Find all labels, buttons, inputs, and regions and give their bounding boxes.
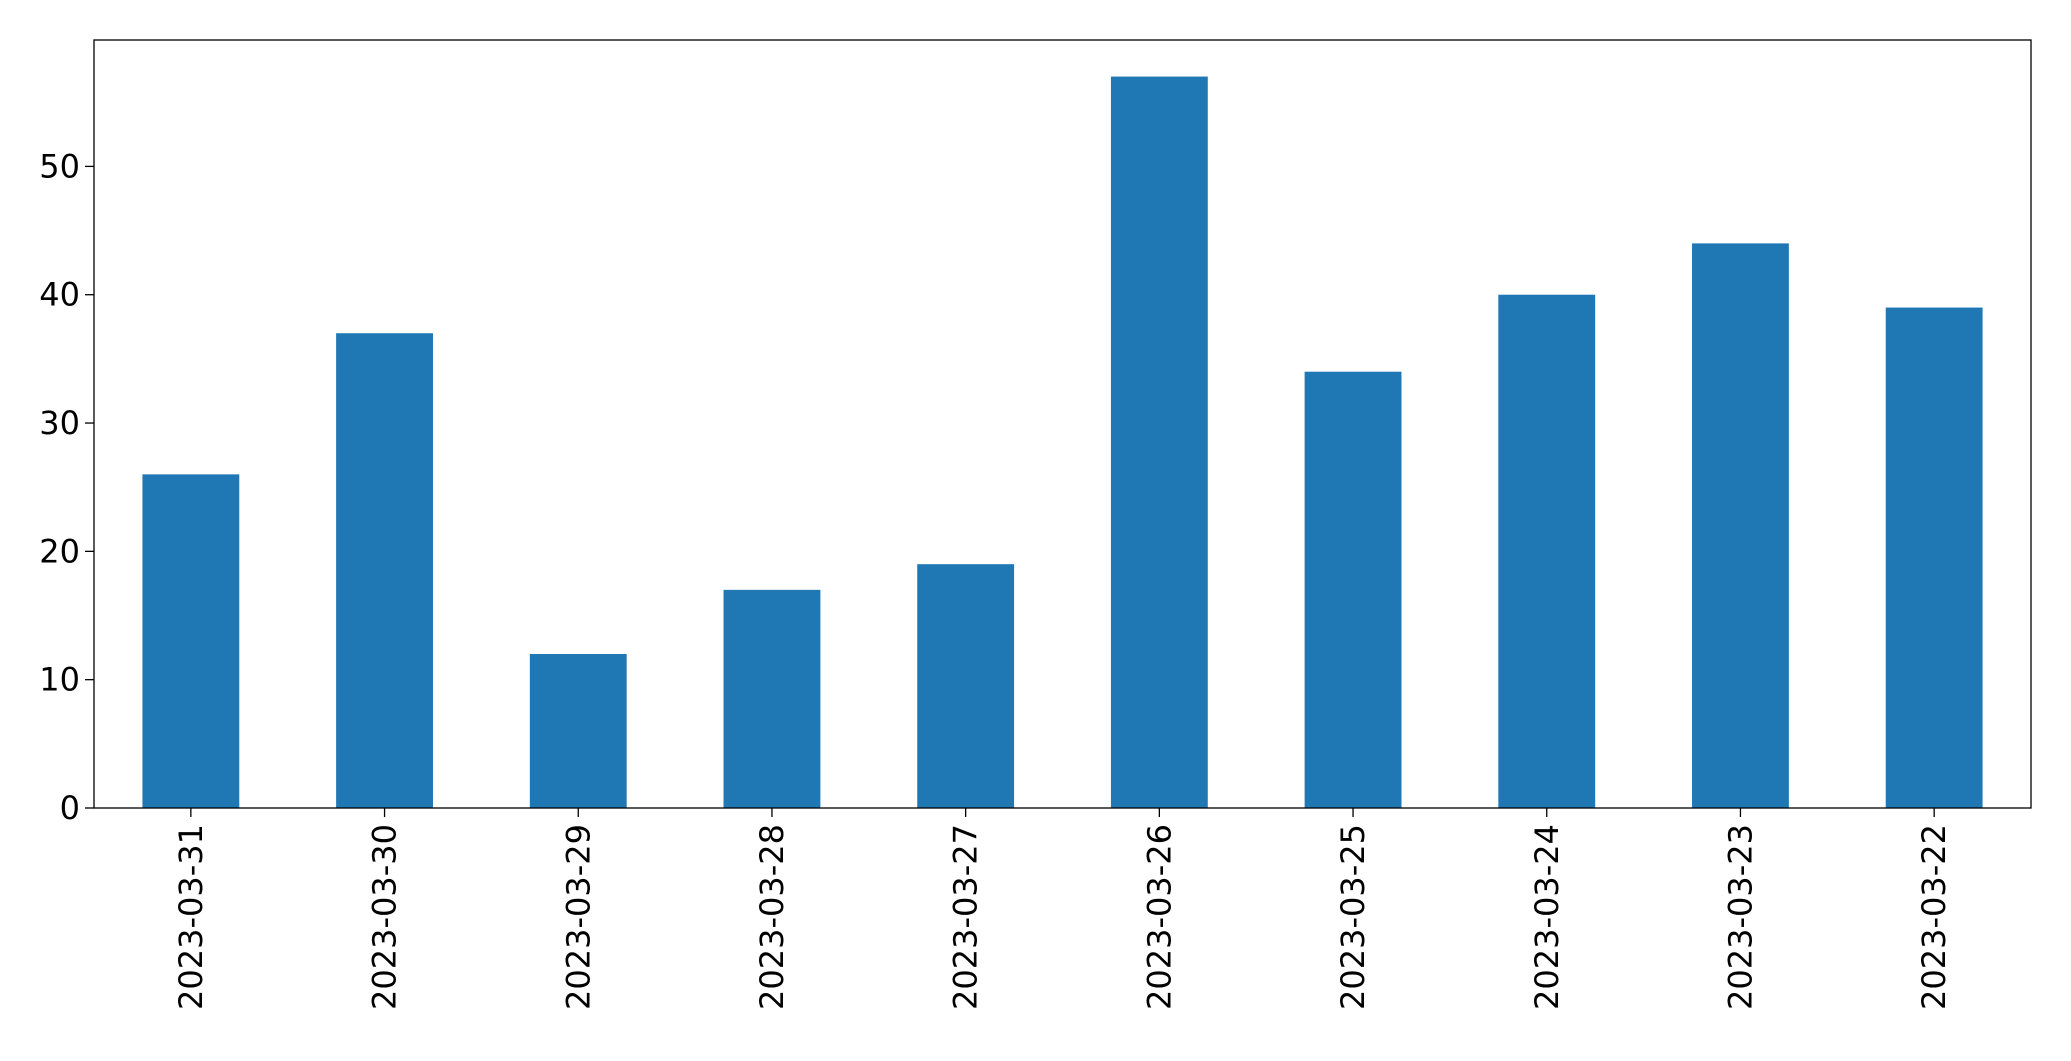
y-tick-label: 0 <box>60 789 80 827</box>
x-tick-label: 2023-03-22 <box>1915 824 1953 1010</box>
x-tick-label: 2023-03-27 <box>947 824 985 1010</box>
x-tick-label: 2023-03-28 <box>753 824 791 1010</box>
x-tick-label: 2023-03-23 <box>1721 824 1759 1010</box>
bar <box>1692 243 1789 808</box>
x-tick-label: 2023-03-24 <box>1528 824 1566 1010</box>
bar <box>1110 76 1208 809</box>
bar <box>1304 371 1402 808</box>
y-tick-label: 30 <box>39 404 80 442</box>
bar <box>917 564 1015 808</box>
bar <box>336 333 433 808</box>
x-tick-label: 2023-03-30 <box>366 824 404 1010</box>
bar <box>529 654 627 808</box>
x-tick-label: 2023-03-25 <box>1334 824 1372 1010</box>
y-tick-label: 40 <box>39 276 80 314</box>
y-tick-label: 20 <box>39 532 80 570</box>
x-tick-label: 2023-03-26 <box>1140 824 1178 1010</box>
bar <box>1885 307 1983 808</box>
plot-frame <box>93 39 2032 809</box>
x-tick-label: 2023-03-29 <box>559 824 597 1010</box>
y-tick-label: 50 <box>39 147 80 185</box>
bar <box>142 474 240 808</box>
bar <box>723 589 821 808</box>
bar <box>1498 294 1596 808</box>
x-tick-label: 2023-03-31 <box>172 824 210 1010</box>
y-tick-label: 10 <box>39 661 80 699</box>
